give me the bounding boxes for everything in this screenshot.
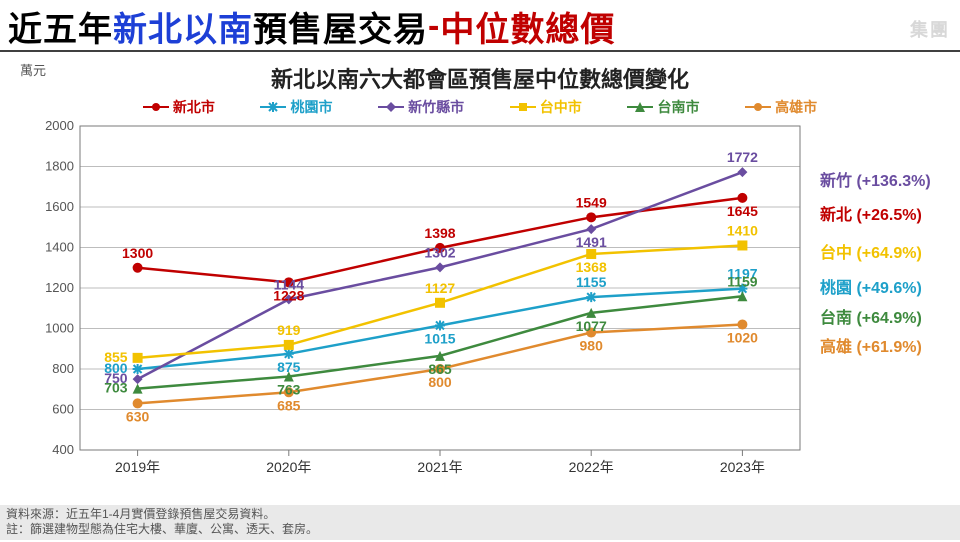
footer: 資料來源：近五年1-4月實價登錄預售屋交易資料。 註：篩選建物型態為住宅大樓、華… [0,505,960,540]
footer-note: 註：篩選建物型態為住宅大樓、華廈、公寓、透天、套房。 [6,522,954,538]
data-label: 1020 [727,329,758,345]
svg-text:2000: 2000 [45,118,74,133]
svg-text:1000: 1000 [45,321,74,336]
svg-text:800: 800 [52,361,74,376]
svg-text:2023年: 2023年 [720,459,765,475]
data-label: 1144 [274,276,305,292]
data-label: 763 [277,381,301,397]
svg-text:2019年: 2019年 [115,459,160,475]
title-part-1: 近五年 [8,2,113,51]
svg-text:1400: 1400 [45,240,74,255]
data-label: 1077 [576,318,607,334]
data-label: 1645 [727,203,758,219]
title-part-4: - [428,7,440,46]
svg-text:2020年: 2020年 [266,459,311,475]
data-label: 1300 [122,245,153,261]
series-end-label: 新北 (+26.5%) [820,201,922,225]
data-label: 1302 [424,244,455,260]
data-label: 1368 [576,259,607,275]
svg-text:600: 600 [52,402,74,417]
data-label: 1491 [576,234,607,250]
svg-text:1200: 1200 [45,280,74,295]
title-part-3: 預售屋交易 [253,2,428,51]
data-label: 685 [277,397,301,413]
data-label: 855 [104,349,128,365]
series-end-label: 台南 (+64.9%) [820,304,922,328]
data-label: 1772 [727,149,758,165]
footer-source: 資料來源：近五年1-4月實價登錄預售屋交易資料。 [6,507,954,523]
chart-subtitle: 新北以南六大都會區預售屋中位數總價變化 [0,62,960,94]
svg-text:1600: 1600 [45,199,74,214]
data-label: 800 [428,374,452,390]
data-label: 1398 [424,225,455,241]
title-part-2: 新北以南 [113,2,253,51]
svg-text:400: 400 [52,442,74,457]
series-end-label: 高雄 (+61.9%) [820,333,922,357]
title-part-5: 中位數總價 [440,2,615,51]
chart-area: 4006008001000120014001600180020002019年20… [70,110,810,480]
series-end-label: 新竹 (+136.3%) [820,167,931,191]
svg-text:2022年: 2022年 [569,459,614,475]
svg-text:1800: 1800 [45,159,74,174]
series-end-label: 桃園 (+49.6%) [820,274,922,298]
data-label: 1127 [425,280,456,296]
chart-svg: 4006008001000120014001600180020002019年20… [70,110,810,480]
title-rule [0,50,960,52]
page-title: 近五年 新北以南 預售屋交易 - 中位數總價 [8,4,952,48]
svg-text:2021年: 2021年 [417,459,462,475]
y-axis-unit: 萬元 [20,60,46,79]
data-label: 1015 [424,330,455,346]
watermark: 集團 [910,16,950,42]
data-label: 919 [277,322,301,338]
data-label: 1159 [727,273,758,289]
data-label: 630 [126,408,150,424]
data-label: 875 [277,359,301,375]
data-label: 703 [104,380,128,396]
data-label: 1549 [576,194,607,210]
series-end-label: 台中 (+64.9%) [820,239,922,263]
data-label: 1410 [727,222,758,238]
data-label: 980 [580,338,604,354]
data-label: 1155 [576,274,607,290]
